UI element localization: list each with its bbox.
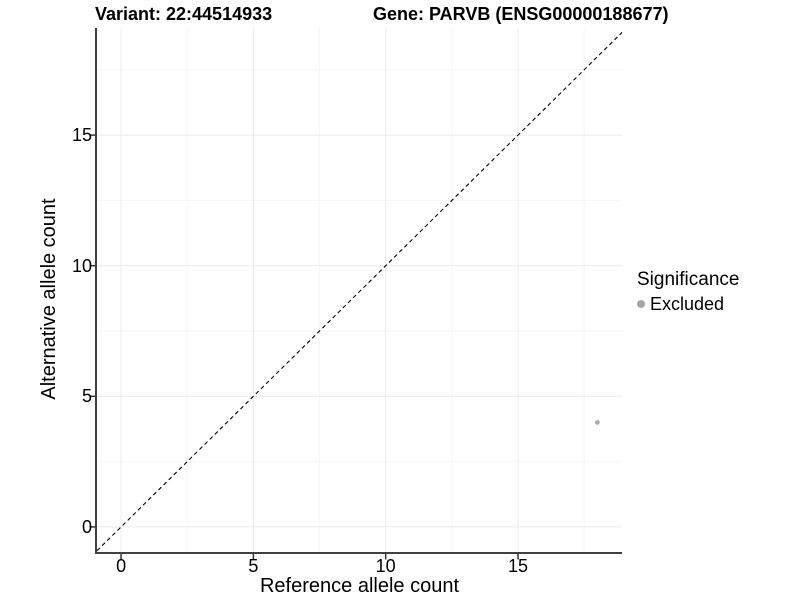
x-tick-label: 15 [507,556,529,576]
y-tick-label: 5 [81,386,92,407]
plot-title-variant: Variant: 22:44514933 [95,4,273,24]
x-axis-title: Reference allele count [259,575,459,597]
legend: Significance Excluded [637,269,739,314]
y-tick-label: 15 [71,125,92,146]
x-tick-label: 10 [375,556,396,576]
legend-title: Significance [637,269,740,290]
legend-item-label: Excluded [650,294,725,314]
y-axis-title: Alternative allele count [38,198,60,400]
y-tick-label: 10 [71,255,92,276]
y-tick-label: 0 [81,516,92,537]
x-tick-label: 0 [116,556,127,576]
legend-item-excluded: Excluded [637,294,739,314]
legend-point-icon [637,300,645,308]
identity-reference-line [96,32,623,552]
x-tick-label: 5 [248,556,259,576]
data-point-excluded [594,420,600,425]
plot-title-gene: Gene: PARVB (ENSG00000188677) [373,4,669,24]
